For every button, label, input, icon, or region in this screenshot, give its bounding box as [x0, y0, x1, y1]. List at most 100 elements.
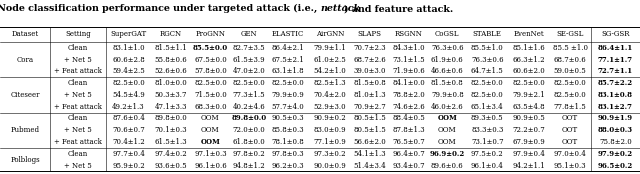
Text: 86.4±2.1: 86.4±2.1 [271, 44, 304, 52]
Text: STABLE: STABLE [473, 30, 502, 38]
Text: nettack: nettack [320, 4, 360, 13]
Text: 82.5±0.0: 82.5±0.0 [232, 79, 265, 87]
Text: OOT: OOT [562, 114, 579, 122]
Text: 49.2±1.3: 49.2±1.3 [112, 103, 145, 111]
Text: + Feat attack: + Feat attack [54, 138, 102, 146]
Text: Clean: Clean [68, 114, 88, 122]
Text: 97.5±0.2: 97.5±0.2 [471, 150, 504, 158]
Text: 81.0±1.3: 81.0±1.3 [353, 91, 386, 99]
Text: ) and feature attack.: ) and feature attack. [344, 4, 454, 13]
Text: AirGNN: AirGNN [316, 30, 344, 38]
Text: ProGNN: ProGNN [195, 30, 225, 38]
Text: + Net 5: + Net 5 [64, 91, 92, 99]
Text: 86.4±1.1: 86.4±1.1 [598, 44, 633, 52]
Text: 89.6±0.6: 89.6±0.6 [431, 161, 464, 169]
Text: 94.2±1.1: 94.2±1.1 [513, 161, 545, 169]
Text: 52.6±0.6: 52.6±0.6 [154, 67, 187, 75]
Text: 75.8±2.0: 75.8±2.0 [599, 138, 632, 146]
Text: 79.9±2.1: 79.9±2.1 [513, 91, 545, 99]
Text: Table 2: Node classification performance under targeted attack (i.e.,: Table 2: Node classification performance… [0, 4, 320, 14]
Text: 56.6±2.0: 56.6±2.0 [353, 138, 386, 146]
Text: 96.9±0.2: 96.9±0.2 [429, 150, 465, 158]
Text: 70.4±2.0: 70.4±2.0 [314, 91, 346, 99]
Text: 83.1±2.7: 83.1±2.7 [598, 103, 633, 111]
Text: 76.5±0.7: 76.5±0.7 [392, 138, 425, 146]
Text: OOT: OOT [562, 138, 579, 146]
Text: 72.7±1.1: 72.7±1.1 [598, 67, 633, 75]
Text: 96.1±0.4: 96.1±0.4 [471, 161, 504, 169]
Text: 54.5±4.9: 54.5±4.9 [112, 91, 145, 99]
Text: 81.5±0.8: 81.5±0.8 [431, 79, 464, 87]
Text: ELASTIC: ELASTIC [272, 30, 304, 38]
Text: 97.7±0.4: 97.7±0.4 [112, 150, 145, 158]
Text: 96.2±0.3: 96.2±0.3 [271, 161, 304, 169]
Text: 61.0±2.5: 61.0±2.5 [314, 56, 346, 64]
Text: 68.3±0.0: 68.3±0.0 [194, 103, 227, 111]
Text: 71.9±0.6: 71.9±0.6 [392, 67, 425, 75]
Text: OOM: OOM [438, 126, 457, 134]
Text: RGCN: RGCN [159, 30, 182, 38]
Text: 61.5±3.9: 61.5±3.9 [232, 56, 265, 64]
Text: 67.5±0.0: 67.5±0.0 [194, 56, 227, 64]
Text: 97.9±0.2: 97.9±0.2 [598, 150, 633, 158]
Text: 55.8±0.6: 55.8±0.6 [154, 56, 187, 64]
Text: 59.4±2.5: 59.4±2.5 [112, 67, 145, 75]
Text: 90.9±1.9: 90.9±1.9 [598, 114, 633, 122]
Text: 97.8±0.2: 97.8±0.2 [232, 150, 265, 158]
Text: Setting: Setting [65, 30, 91, 38]
Text: 85.5±1.0: 85.5±1.0 [471, 44, 504, 52]
Text: 63.1±1.8: 63.1±1.8 [271, 67, 304, 75]
Text: 76.3±0.6: 76.3±0.6 [431, 44, 463, 52]
Text: 54.1±1.3: 54.1±1.3 [353, 150, 386, 158]
Text: 51.4±3.4: 51.4±3.4 [353, 161, 386, 169]
Text: 88.0±0.3: 88.0±0.3 [598, 126, 633, 134]
Text: 77.8±1.5: 77.8±1.5 [554, 103, 587, 111]
Text: SuperGAT: SuperGAT [110, 30, 147, 38]
Text: 84.3±1.0: 84.3±1.0 [392, 44, 425, 52]
Text: 67.5±2.1: 67.5±2.1 [271, 56, 304, 64]
Text: 57.8±0.0: 57.8±0.0 [194, 67, 227, 75]
Text: 82.5±0.0: 82.5±0.0 [554, 91, 587, 99]
Text: Clean: Clean [68, 44, 88, 52]
Text: OOM: OOM [201, 126, 220, 134]
Text: Cora: Cora [17, 56, 34, 64]
Text: Polblogs: Polblogs [10, 156, 40, 164]
Text: 64.7±1.5: 64.7±1.5 [471, 67, 504, 75]
Text: 80.5±1.5: 80.5±1.5 [353, 114, 386, 122]
Text: 65.1±3.4: 65.1±3.4 [471, 103, 504, 111]
Text: 77.1±0.9: 77.1±0.9 [314, 138, 346, 146]
Text: 82.7±3.5: 82.7±3.5 [232, 44, 265, 52]
Text: 82.5±0.0: 82.5±0.0 [513, 79, 545, 87]
Text: 81.0±0.0: 81.0±0.0 [154, 79, 187, 87]
Text: 95.1±0.3: 95.1±0.3 [554, 161, 586, 169]
Text: 82.5±0.0: 82.5±0.0 [271, 79, 304, 87]
Text: 73.1±0.7: 73.1±0.7 [471, 138, 504, 146]
Text: 61.9±0.6: 61.9±0.6 [431, 56, 464, 64]
Text: 82.5±0.0: 82.5±0.0 [554, 79, 587, 87]
Text: 87.8±1.3: 87.8±1.3 [392, 126, 425, 134]
Text: 39.0±3.0: 39.0±3.0 [353, 67, 386, 75]
Text: + Feat attack: + Feat attack [54, 103, 102, 111]
Text: 60.6±2.8: 60.6±2.8 [112, 56, 145, 64]
Text: 97.0±0.4: 97.0±0.4 [554, 150, 587, 158]
Text: 73.1±1.5: 73.1±1.5 [392, 56, 425, 64]
Text: 79.9±0.9: 79.9±0.9 [271, 91, 304, 99]
Text: EvenNet: EvenNet [513, 30, 544, 38]
Text: 78.8±2.0: 78.8±2.0 [392, 91, 425, 99]
Text: 61.8±0.0: 61.8±0.0 [232, 138, 265, 146]
Text: 95.9±0.2: 95.9±0.2 [112, 161, 145, 169]
Text: 72.0±0.0: 72.0±0.0 [232, 126, 265, 134]
Text: 96.1±0.6: 96.1±0.6 [194, 161, 227, 169]
Text: 79.9±0.8: 79.9±0.8 [431, 91, 464, 99]
Text: 47.1±3.3: 47.1±3.3 [154, 103, 187, 111]
Text: Citeseer: Citeseer [10, 91, 40, 99]
Text: 82.5±0.0: 82.5±0.0 [112, 79, 145, 87]
Text: 80.5±1.5: 80.5±1.5 [353, 126, 386, 134]
Text: 52.9±3.0: 52.9±3.0 [314, 103, 346, 111]
Text: 70.7±2.3: 70.7±2.3 [353, 44, 386, 52]
Text: Dataset: Dataset [12, 30, 38, 38]
Text: 89.8±0.0: 89.8±0.0 [154, 114, 187, 122]
Text: + Feat attack: + Feat attack [54, 67, 102, 75]
Text: 85.8±0.3: 85.8±0.3 [271, 126, 304, 134]
Text: GEN: GEN [241, 30, 257, 38]
